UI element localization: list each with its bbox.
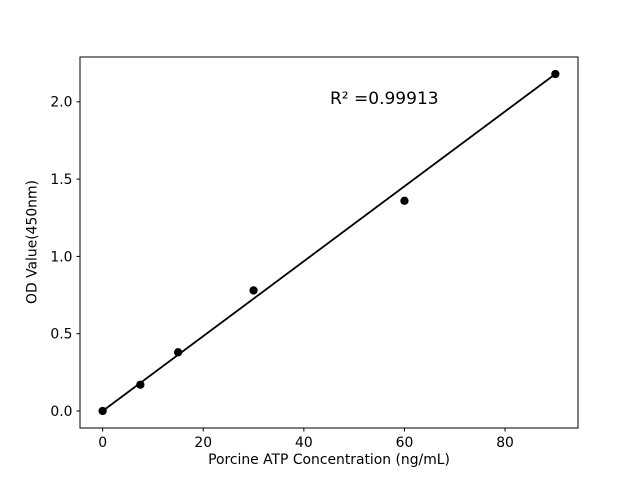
- x-axis-label: Porcine ATP Concentration (ng/mL): [208, 452, 450, 468]
- fit-line: [101, 73, 557, 412]
- data-point: [98, 406, 107, 416]
- data-point: [400, 196, 409, 205]
- r-squared-annotation: R² =0.99913: [330, 89, 439, 109]
- y-tick-label: 0.5: [50, 327, 72, 343]
- x-tick-label: 60: [396, 435, 414, 451]
- y-tick-label: 1.0: [50, 249, 72, 265]
- x-tick-label: 0: [98, 435, 107, 451]
- data-point: [249, 286, 258, 295]
- x-tick-label: 40: [295, 435, 313, 451]
- y-tick-label: 0.0: [50, 404, 72, 420]
- y-tick-label: 2.0: [50, 95, 72, 111]
- data-point: [551, 69, 560, 79]
- axes-frame: [79, 56, 579, 429]
- x-tick-label: 80: [496, 435, 514, 451]
- x-tick-label: 20: [194, 435, 212, 451]
- data-point: [136, 380, 145, 389]
- y-axis-label: OD Value(450nm): [24, 180, 41, 304]
- y-tick-label: 1.5: [50, 172, 72, 188]
- data-point: [173, 348, 183, 357]
